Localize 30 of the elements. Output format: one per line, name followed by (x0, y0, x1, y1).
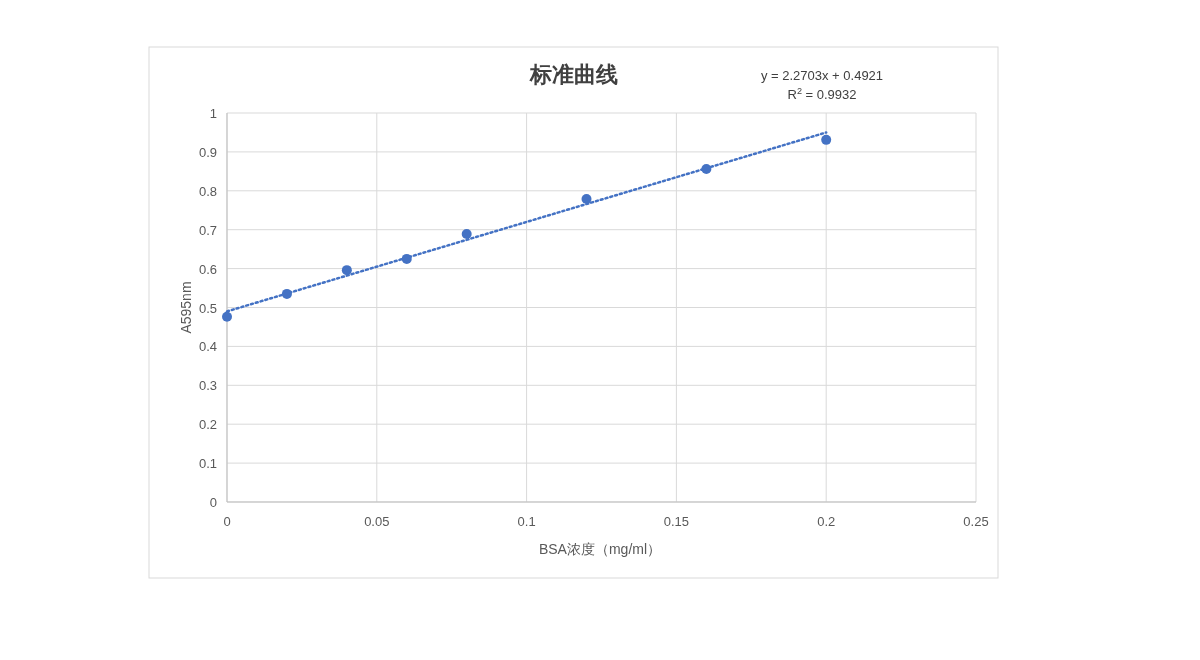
text: y = 2.2703x + 0.4921 (760, 68, 884, 83)
x-tick-label: 0.2 (817, 514, 836, 529)
y-tick-label: 0.3 (198, 378, 217, 394)
y-tick-label: 0.1 (198, 456, 217, 472)
point (461, 228, 472, 239)
point (281, 288, 292, 299)
x-tick-label: 0.15 (663, 514, 690, 529)
point (341, 265, 352, 276)
x-tick-label: 0.05 (364, 514, 390, 529)
point (581, 193, 592, 204)
point (821, 134, 832, 145)
y-tick-label: 1 (209, 106, 217, 121)
y-tick-label: 0.4 (198, 339, 217, 355)
y-tick-label: 0.9 (198, 144, 217, 160)
point (222, 311, 232, 322)
y-axis-title: A595nm (178, 281, 194, 334)
x-axis-title: BSA浓度（mg/ml） (538, 541, 662, 557)
y-tick-label: 0.2 (198, 417, 217, 433)
y-tick-label: 0.5 (198, 300, 217, 316)
y-tick-label: 0 (209, 495, 217, 510)
x-tick-label: 0 (223, 514, 231, 529)
y-tick-label: 0.6 (198, 261, 217, 277)
x-tick-label: 0.1 (517, 514, 536, 529)
y-tick-label: 0.7 (198, 222, 217, 238)
point (701, 164, 712, 175)
point (401, 253, 412, 264)
text: R$^{2}$ = 0.9932 (787, 86, 857, 102)
chart-title: 标准曲线 (529, 61, 618, 87)
y-tick-label: 0.8 (198, 183, 217, 199)
x-tick-label: 0.25 (963, 514, 989, 529)
